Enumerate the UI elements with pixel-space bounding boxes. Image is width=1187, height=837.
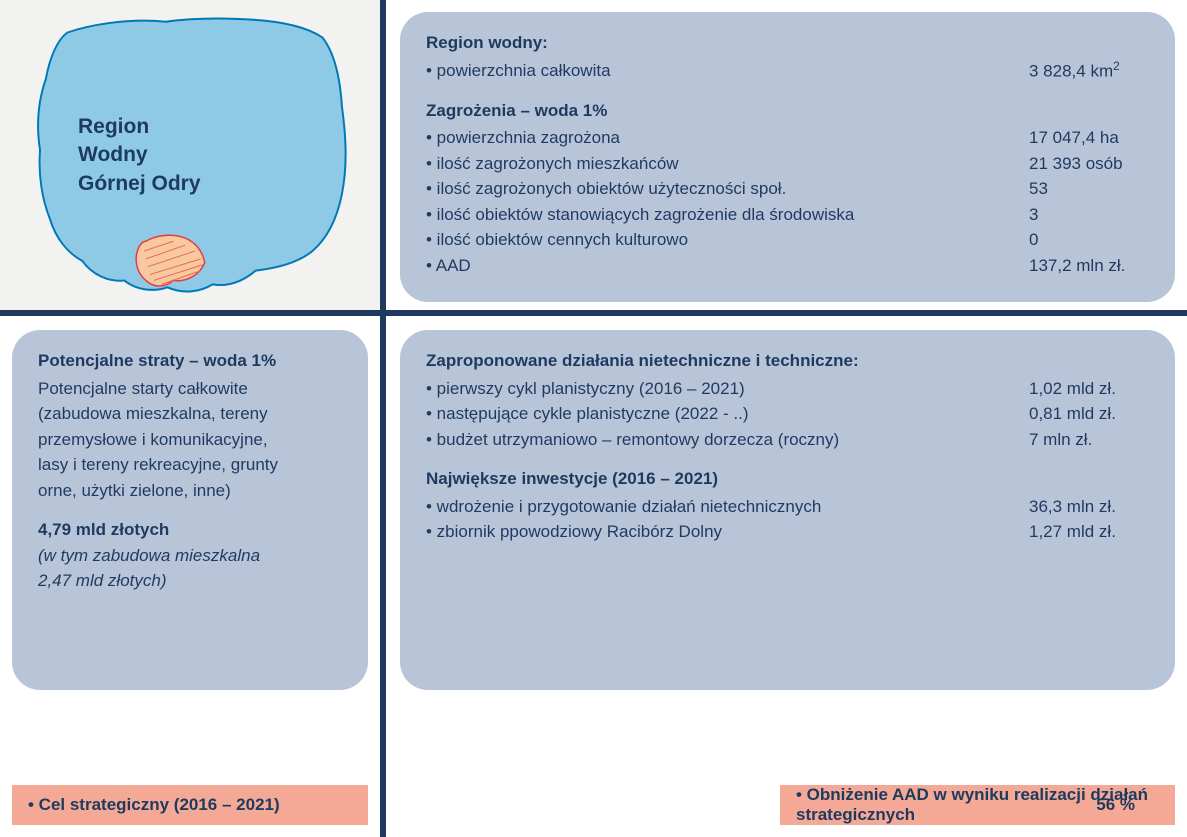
- row-label: • pierwszy cykl planistyczny (2016 – 202…: [426, 376, 1009, 402]
- data-row: • budżet utrzymaniowo – remontowy dorzec…: [426, 427, 1149, 453]
- actions-heading: Zaproponowane działania nietechniczne i …: [426, 348, 1149, 374]
- row-label: • ilość zagrożonych mieszkańców: [426, 151, 1009, 177]
- map-title-line: Wodny: [78, 141, 201, 169]
- row-label: • powierzchnia zagrożona: [426, 125, 1009, 151]
- footer-aad: • Obniżenie AAD w wyniku realizacji dzia…: [780, 785, 1175, 825]
- row-value: 0,81 mld zł.: [1009, 401, 1149, 427]
- row-label: • ilość obiektów cennych kulturowo: [426, 227, 1009, 253]
- row-value: 0: [1009, 227, 1149, 253]
- data-row: • pierwszy cykl planistyczny (2016 – 202…: [426, 376, 1149, 402]
- row-value: 36,3 mln zł.: [1009, 494, 1149, 520]
- data-row: • AAD137,2 mln zł.: [426, 253, 1149, 279]
- vertical-divider: [380, 0, 386, 837]
- infographic-grid: Region Wodny Górnej Odry Region wodny: •…: [0, 0, 1187, 837]
- data-row: • ilość zagrożonych obiektów użytecznośc…: [426, 176, 1149, 202]
- losses-total: 4,79 mld złotych: [38, 517, 350, 543]
- row-label: • ilość zagrożonych obiektów użytecznośc…: [426, 176, 1009, 202]
- region-heading: Region wodny:: [426, 30, 1149, 56]
- footer-goal-text: • Cel strategiczny (2016 – 2021): [28, 795, 280, 815]
- region-area-label: • powierzchnia całkowita: [426, 58, 1009, 84]
- data-row: • powierzchnia zagrożona17 047,4 ha: [426, 125, 1149, 151]
- footer-goal: • Cel strategiczny (2016 – 2021): [12, 785, 368, 825]
- region-area-sup: 2: [1113, 59, 1120, 73]
- risks-heading: Zagrożenia – woda 1%: [426, 98, 1149, 124]
- row-label: • budżet utrzymaniowo – remontowy dorzec…: [426, 427, 1009, 453]
- row-value: 3: [1009, 202, 1149, 228]
- losses-line: (zabudowa mieszkalna, tereny: [38, 401, 350, 427]
- region-panel: Region wodny: • powierzchnia całkowita 3…: [380, 0, 1187, 310]
- losses-sub-line: (w tym zabudowa mieszkalna: [38, 543, 350, 569]
- actions-card: Zaproponowane działania nietechniczne i …: [400, 330, 1175, 690]
- row-label: • następujące cykle planistyczne (2022 -…: [426, 401, 1009, 427]
- data-row: • ilość obiektów stanowiących zagrożenie…: [426, 202, 1149, 228]
- data-row: • ilość obiektów cennych kulturowo0: [426, 227, 1149, 253]
- losses-line: lasy i tereny rekreacyjne, grunty: [38, 452, 350, 478]
- row-label: • zbiornik ppowodziowy Racibórz Dolny: [426, 519, 1009, 545]
- row-value: 1,02 mld zł.: [1009, 376, 1149, 402]
- row-label: • ilość obiektów stanowiących zagrożenie…: [426, 202, 1009, 228]
- data-row: • wdrożenie i przygotowanie działań niet…: [426, 494, 1149, 520]
- data-row: • ilość zagrożonych mieszkańców21 393 os…: [426, 151, 1149, 177]
- invest-rows: • wdrożenie i przygotowanie działań niet…: [426, 494, 1149, 545]
- row-value: 21 393 osób: [1009, 151, 1149, 177]
- actions-rows: • pierwszy cykl planistyczny (2016 – 202…: [426, 376, 1149, 453]
- row-label: • AAD: [426, 253, 1009, 279]
- row-value: 137,2 mln zł.: [1009, 253, 1149, 279]
- data-row: • zbiornik ppowodziowy Racibórz Dolny1,2…: [426, 519, 1149, 545]
- map-panel: Region Wodny Górnej Odry: [0, 0, 380, 310]
- row-value: 53: [1009, 176, 1149, 202]
- losses-line: orne, użytki zielone, inne): [38, 478, 350, 504]
- region-card: Region wodny: • powierzchnia całkowita 3…: [400, 12, 1175, 302]
- map-title: Region Wodny Górnej Odry: [78, 113, 201, 198]
- horizontal-divider: [0, 310, 1187, 316]
- region-area-number: 3 828,4 km: [1029, 61, 1113, 80]
- losses-line: przemysłowe i komunikacyjne,: [38, 427, 350, 453]
- map-title-line: Region: [78, 113, 201, 141]
- losses-sub: (w tym zabudowa mieszkalna 2,47 mld złot…: [38, 543, 350, 594]
- row-value: 7 mln zł.: [1009, 427, 1149, 453]
- map-title-line: Górnej Odry: [78, 170, 201, 198]
- losses-desc: Potencjalne starty całkowite (zabudowa m…: [38, 376, 350, 504]
- losses-card: Potencjalne straty – woda 1% Potencjalne…: [12, 330, 368, 690]
- region-area-row: • powierzchnia całkowita 3 828,4 km2: [426, 58, 1149, 84]
- data-row: • następujące cykle planistyczne (2022 -…: [426, 401, 1149, 427]
- row-label: • wdrożenie i przygotowanie działań niet…: [426, 494, 1009, 520]
- footer-aad-value: 56 %: [1096, 795, 1135, 815]
- losses-line: Potencjalne starty całkowite: [38, 376, 350, 402]
- region-rows: • powierzchnia zagrożona17 047,4 ha• ilo…: [426, 125, 1149, 278]
- region-area-value: 3 828,4 km2: [1009, 58, 1149, 84]
- row-value: 1,27 mld zł.: [1009, 519, 1149, 545]
- losses-sub-line: 2,47 mld złotych): [38, 568, 350, 594]
- losses-panel: Potencjalne straty – woda 1% Potencjalne…: [0, 310, 380, 837]
- poland-map: Region Wodny Górnej Odry: [8, 8, 372, 302]
- row-value: 17 047,4 ha: [1009, 125, 1149, 151]
- invest-heading: Największe inwestycje (2016 – 2021): [426, 466, 1149, 492]
- losses-heading: Potencjalne straty – woda 1%: [38, 348, 350, 374]
- actions-panel: Zaproponowane działania nietechniczne i …: [380, 310, 1187, 837]
